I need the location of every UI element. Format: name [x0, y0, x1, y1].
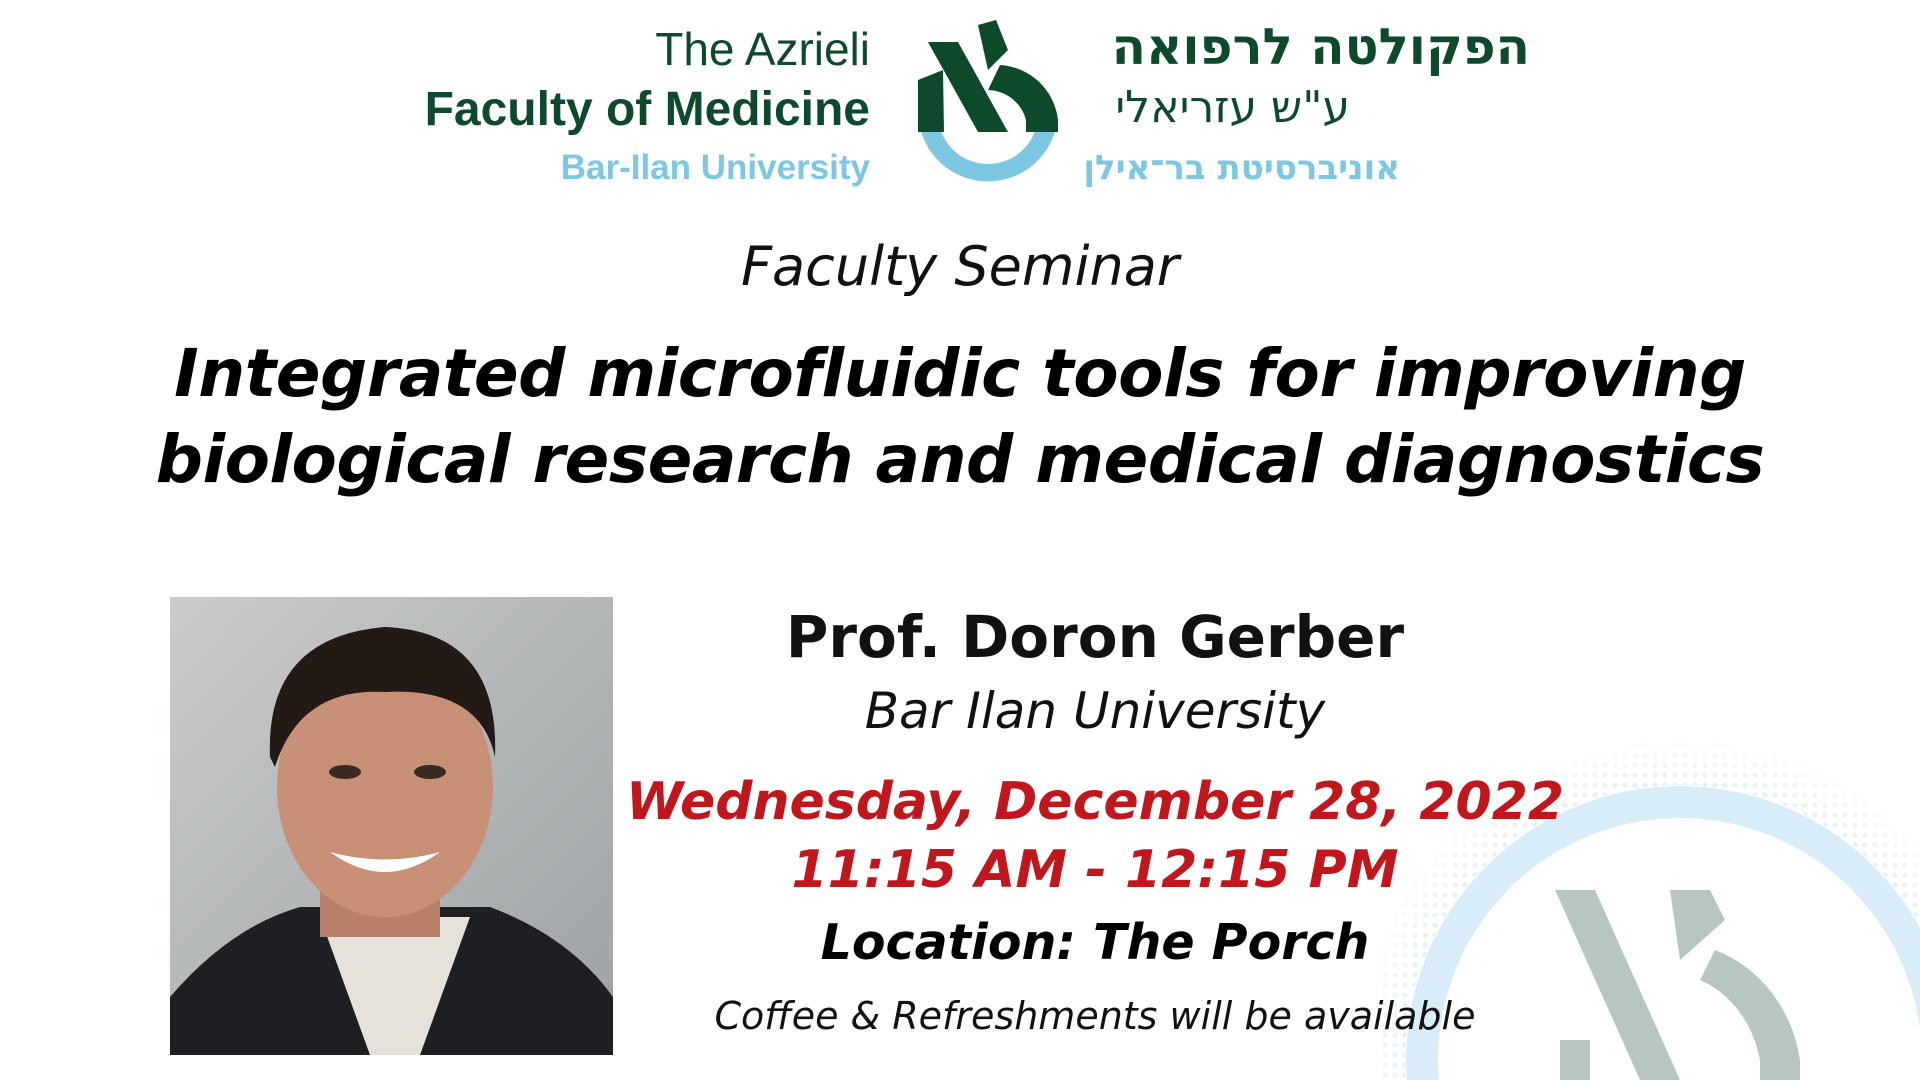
logo-text-hebrew-azrieli: ע"ש עזריאלי — [1115, 82, 1350, 133]
speaker-photo — [170, 597, 613, 1055]
seminar-title-line-2: biological research and medical diagnost… — [155, 421, 1765, 498]
event-time: 11:15 AM - 12:15 PM — [791, 840, 1399, 900]
faculty-logo-icon — [918, 20, 1058, 182]
watermark-letters — [1555, 890, 1800, 1080]
logo-text-hebrew-faculty: הפקולטה לרפואה — [1111, 18, 1530, 76]
watermark-logo — [1380, 660, 1920, 1080]
logo-text-hebrew-university: אוניברסיטת בר־אילן — [1083, 148, 1400, 188]
event-type: Faculty Seminar — [741, 235, 1179, 298]
logo-text-bar-ilan-university: Bar-Ilan University — [560, 148, 870, 187]
speaker-affiliation: Bar Ilan University — [864, 682, 1326, 740]
logo-text-the-azrieli: The Azrieli — [655, 23, 870, 75]
event-date: Wednesday, December 28, 2022 — [625, 772, 1565, 832]
refreshments-note: Coffee & Refreshments will be available — [714, 994, 1476, 1038]
seminar-title-line-1: Integrated microfluidic tools for improv… — [174, 335, 1746, 412]
speaker-name: Prof. Doron Gerber — [785, 603, 1405, 671]
watermark-ring — [1380, 660, 1920, 1080]
event-location: Location: The Porch — [820, 914, 1370, 971]
logo-text-faculty-of-medicine: Faculty of Medicine — [424, 83, 870, 136]
